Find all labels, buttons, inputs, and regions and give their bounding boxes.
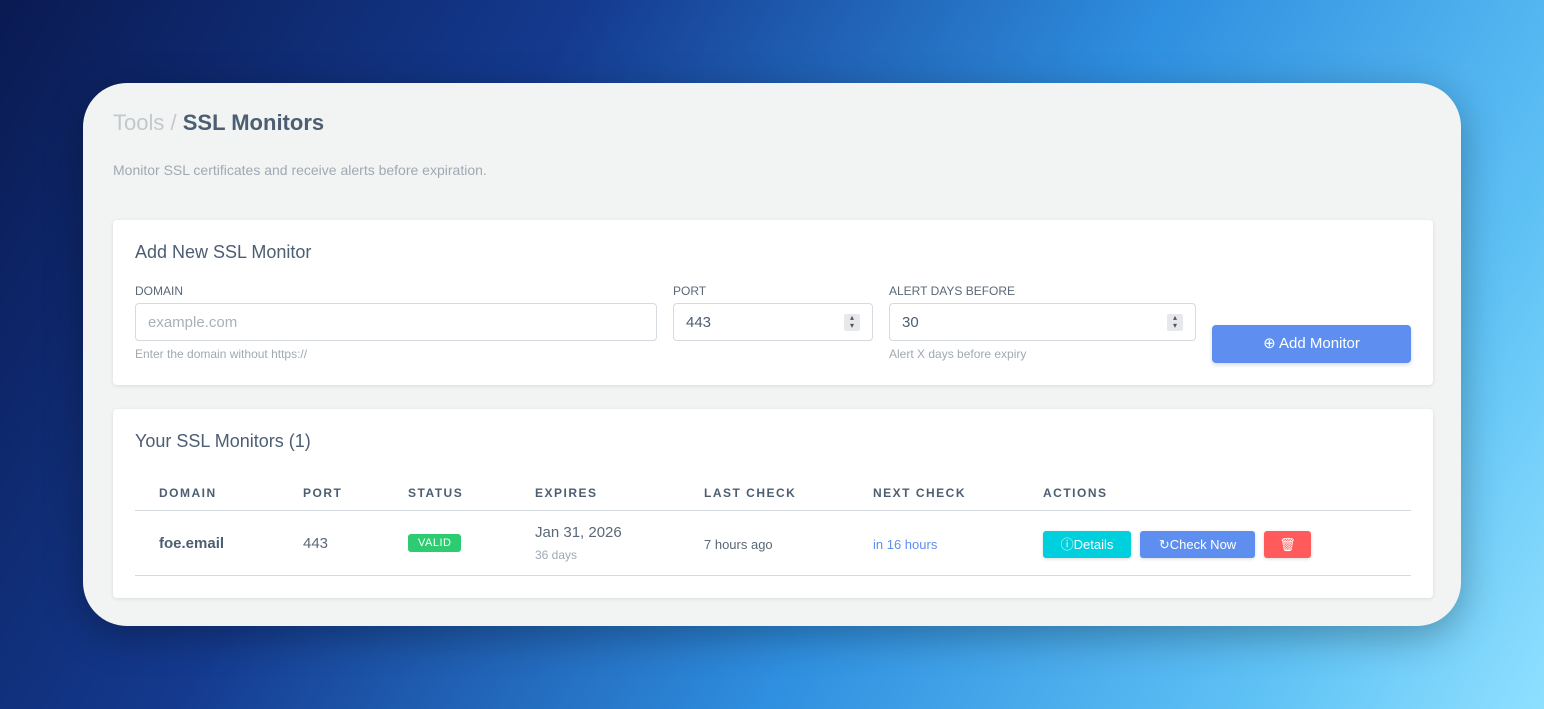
col-status: STATUS xyxy=(408,486,464,500)
row-divider xyxy=(135,575,1411,576)
col-actions: ACTIONS xyxy=(1043,486,1108,500)
card-title: Your SSL Monitors (1) xyxy=(135,431,311,451)
port-input[interactable]: 443 ▴ ▾ xyxy=(673,303,873,341)
breadcrumb: Tools / SSL Monitors xyxy=(113,110,324,136)
check-now-label: Check Now xyxy=(1169,537,1237,552)
row-expires-in: 36 days xyxy=(535,548,578,562)
row-expires: Jan 31, 2026 xyxy=(535,524,622,541)
col-expires: EXPIRES xyxy=(535,486,598,500)
delete-button[interactable]: 🗑 xyxy=(1264,531,1311,558)
details-label: Details xyxy=(1073,537,1114,552)
status-badge: VALID xyxy=(408,534,462,552)
page-title: SSL Monitors xyxy=(182,110,325,135)
domain-placeholder: example.com xyxy=(148,314,238,331)
page-subtitle: Monitor SSL certificates and receive ale… xyxy=(113,162,487,178)
breadcrumb-parent[interactable]: Tools xyxy=(113,110,165,135)
row-next-check: in 16 hours xyxy=(873,537,938,552)
add-monitor-button[interactable]: ⊕ Add Monitor xyxy=(1212,325,1411,363)
alert-stepper-icon[interactable]: ▴ ▾ xyxy=(1167,314,1183,331)
row-last-check: 7 hours ago xyxy=(704,537,773,552)
col-next-check: NEXT CHECK xyxy=(873,486,967,500)
add-monitor-card: Add New SSL Monitor DOMAIN example.com E… xyxy=(113,220,1433,385)
header-divider xyxy=(135,510,1411,511)
port-label: PORT xyxy=(673,284,707,298)
row-port: 443 xyxy=(303,535,329,552)
col-last-check: LAST CHECK xyxy=(704,486,797,500)
breadcrumb-separator: / xyxy=(170,110,177,135)
port-value: 443 xyxy=(686,314,712,331)
port-stepper-icon[interactable]: ▴ ▾ xyxy=(844,314,860,331)
alert-days-input[interactable]: 30 ▴ ▾ xyxy=(889,303,1196,341)
domain-input[interactable]: example.com xyxy=(135,303,657,341)
row-domain: foe.email xyxy=(159,535,225,552)
col-port: PORT xyxy=(303,486,343,500)
app-window: Tools / SSL Monitors Monitor SSL certifi… xyxy=(83,83,1461,626)
check-now-button[interactable]: ↻Check Now xyxy=(1140,531,1255,558)
domain-hint: Enter the domain without https:// xyxy=(135,347,308,361)
plus-circle-icon: ⊕ xyxy=(1263,335,1276,352)
col-domain: DOMAIN xyxy=(159,486,217,500)
add-monitor-label: Add Monitor xyxy=(1279,335,1360,352)
alert-hint: Alert X days before expiry xyxy=(889,347,1027,361)
trash-icon: 🗑 xyxy=(1279,537,1296,552)
card-title: Add New SSL Monitor xyxy=(135,242,312,262)
alert-days-value: 30 xyxy=(902,314,919,331)
alert-days-label: ALERT DAYS BEFORE xyxy=(889,284,1016,298)
details-button[interactable]: ⓘDetails xyxy=(1043,531,1131,558)
monitors-card: Your SSL Monitors (1) DOMAIN PORT STATUS… xyxy=(113,409,1433,598)
refresh-icon: ↻ xyxy=(1158,537,1170,552)
info-icon: ⓘ xyxy=(1060,537,1074,552)
domain-label: DOMAIN xyxy=(135,284,183,298)
